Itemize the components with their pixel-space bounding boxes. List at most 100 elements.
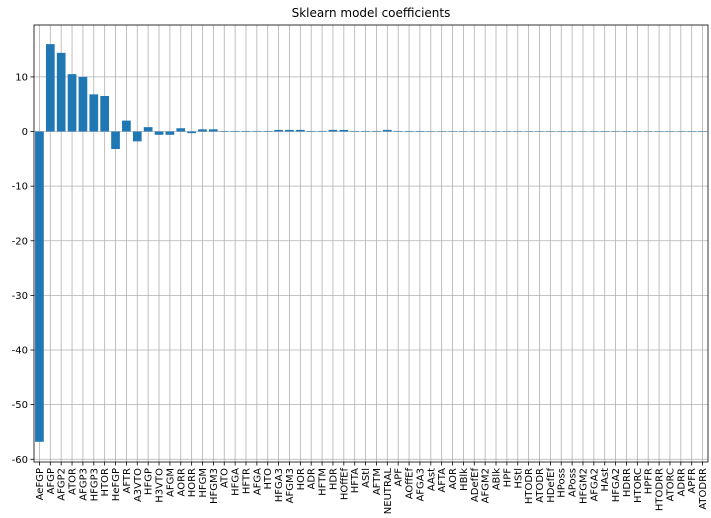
bar-afgm3 — [285, 129, 294, 132]
x-tick-label: A3VTO — [133, 468, 144, 502]
x-tick-label: HOffEf — [339, 468, 350, 501]
bar-hto — [263, 130, 273, 132]
bar-hoffef — [339, 129, 349, 132]
bar-afgm — [165, 131, 175, 135]
x-tick-label: ATOR — [68, 468, 79, 495]
x-tick-label: HFTM — [318, 468, 329, 496]
x-tick-label: HDRR — [622, 468, 633, 497]
x-tick-label: NEUTRAL — [383, 468, 394, 515]
x-tick-label: AOR — [448, 468, 459, 490]
x-tick-label: HFGA — [231, 468, 242, 496]
bar-hftm — [317, 130, 327, 132]
bar-h3vto — [154, 131, 164, 135]
x-tick-label: APFR — [687, 468, 698, 494]
grid-lines — [34, 25, 708, 462]
bar-hfgm — [198, 129, 207, 132]
x-tick-label: AFGP — [46, 468, 57, 494]
x-tick-label: ADRR — [676, 468, 687, 496]
x-tick-label: HFGP — [144, 468, 155, 495]
y-tick-label: -40 — [12, 346, 28, 357]
bar-adr — [306, 130, 316, 132]
x-tick-label: AFTM — [372, 468, 383, 495]
x-tick-label: H3VTO — [155, 468, 166, 503]
x-tick-label: HTODRR — [655, 468, 666, 511]
y-tick-label: -20 — [12, 236, 28, 247]
x-tick-label: HFTR — [241, 468, 252, 494]
x-tick-label: ATORC — [665, 468, 676, 501]
x-tick-label: HORR — [187, 468, 198, 497]
bar-aefgp — [35, 131, 44, 442]
bar-hfgp3 — [89, 94, 99, 132]
bar-afga3 — [415, 130, 425, 132]
x-tick-label: AFGP3 — [78, 468, 89, 501]
bar-aftm — [372, 130, 381, 132]
x-tick-label: AAst — [426, 468, 437, 491]
x-tick-label: HDefEf — [546, 468, 557, 503]
plot-frame — [33, 24, 709, 463]
bar-hfga3 — [274, 129, 283, 132]
x-tick-label: ATODR — [535, 468, 546, 503]
y-tick-label: -50 — [12, 400, 28, 411]
x-tick-label: HFGA3 — [274, 468, 285, 502]
x-tick-label: ADR — [307, 468, 318, 490]
x-tick-label: ATODRR — [698, 468, 709, 510]
x-tick-label: AFTR — [122, 468, 133, 494]
bar-horr — [187, 131, 196, 134]
x-tick-label: HFGM3 — [209, 468, 220, 504]
x-tick-label: HPoss — [557, 468, 568, 498]
x-tick-label: AFGM2 — [481, 468, 492, 503]
x-tick-label: HTOR — [100, 468, 111, 496]
x-axis: AeFGP AFGP AFGP2 ATOR AFGP3 HFGP3 HTOR HeFGP AFT… — [35, 462, 709, 514]
bar-htor — [100, 96, 110, 132]
bars — [35, 44, 707, 442]
x-tick-label: HFGA2 — [611, 468, 622, 502]
x-tick-label: HTODR — [524, 468, 535, 504]
bar-afga — [252, 130, 262, 132]
y-tick-label: 10 — [15, 72, 28, 83]
bar-aoffef — [404, 130, 414, 132]
bar-hor — [295, 129, 305, 132]
x-tick-label: HTO — [263, 468, 274, 490]
x-tick-label: AOffEf — [405, 468, 416, 500]
bar-afgp2 — [56, 52, 66, 132]
x-tick-label: HeFGP — [111, 468, 122, 501]
bar-ator — [67, 74, 77, 132]
x-tick-label: HPFR — [644, 468, 655, 494]
x-tick-label: HStl — [513, 468, 524, 489]
chart-title: Sklearn model coefficients — [292, 6, 451, 20]
x-tick-label: AFGM3 — [285, 468, 296, 503]
x-tick-label: APF — [394, 468, 405, 487]
x-tick-label: AFGM — [165, 468, 176, 497]
x-tick-label: AStl — [361, 468, 372, 488]
x-tick-label: AFGA3 — [415, 468, 426, 502]
bar-a3vto — [132, 131, 142, 142]
x-tick-label: HFGM — [198, 468, 209, 498]
x-tick-label: HTORC — [633, 468, 644, 503]
bar-ato — [219, 130, 229, 132]
y-tick-label: -60 — [12, 455, 28, 466]
bar-afgp — [45, 44, 55, 132]
bar-astl — [361, 130, 370, 132]
x-tick-label: AORR — [176, 468, 187, 496]
x-tick-label: AFGA — [252, 468, 263, 495]
x-tick-label: ATO — [220, 468, 231, 488]
bar-aftr — [122, 120, 131, 132]
bar-neutral — [382, 129, 392, 132]
bar-hfgp — [143, 127, 153, 132]
y-tick-label: 0 — [22, 127, 28, 138]
bar-hfga — [230, 130, 240, 132]
bar-aorr — [176, 128, 186, 132]
y-tick-label: -30 — [12, 291, 28, 302]
bar-hfta — [350, 130, 360, 132]
bar-hftr — [241, 130, 251, 132]
x-tick-label: ABlk — [492, 468, 503, 490]
bar-hefgp — [111, 131, 120, 149]
x-tick-label: HFGM2 — [578, 468, 589, 504]
x-tick-label: HPF — [502, 468, 513, 488]
x-tick-label: HFTA — [350, 468, 361, 493]
y-axis: -60 -50 -40 -30 -20 -10 0 10 — [12, 72, 34, 466]
x-tick-label: AFGP2 — [57, 468, 68, 501]
x-tick-label: ADefEf — [470, 468, 481, 503]
bar-hfgm3 — [209, 129, 218, 132]
